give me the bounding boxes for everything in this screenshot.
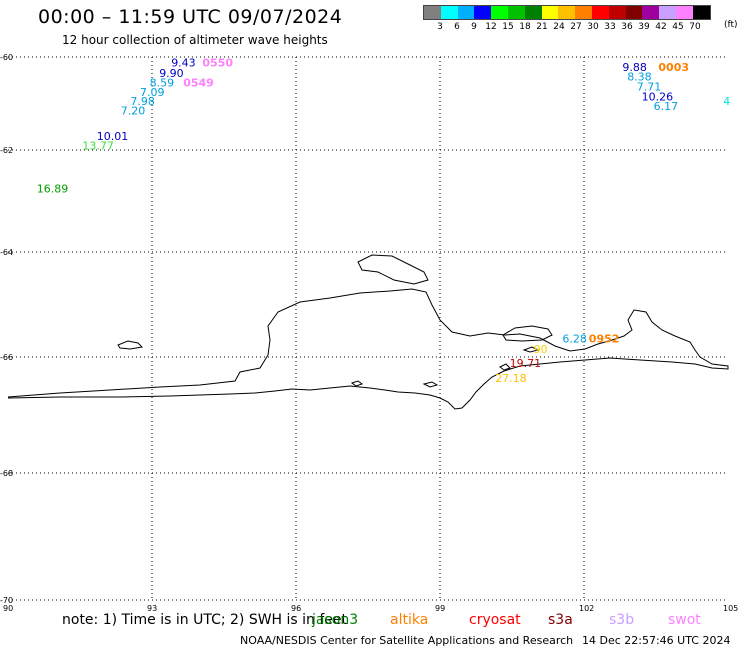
legend-swatches <box>423 5 711 20</box>
legend-swatch <box>608 6 626 19</box>
wave-height-label: 90 <box>534 343 548 356</box>
island-small-1 <box>350 380 364 387</box>
legend-tick: 33 <box>604 22 616 32</box>
wave-height-label: 10.01 <box>97 130 129 143</box>
wave-height-label: 9.90 <box>159 67 184 80</box>
wave-height-label: 13.77 <box>82 139 114 152</box>
mission-name: s3a <box>548 612 573 628</box>
pass-time-label: 0550 <box>202 57 233 70</box>
island-small-3 <box>522 346 540 353</box>
legend-swatch <box>507 6 525 19</box>
pass-time-label: 0549 <box>183 77 214 90</box>
lon-label: 90 <box>3 604 13 613</box>
legend-swatch <box>457 6 475 19</box>
pass-time-label: 0003 <box>658 61 689 74</box>
island-small-2 <box>422 381 439 388</box>
legend-tick: 36 <box>621 22 633 32</box>
legend-swatch <box>642 6 660 19</box>
lon-label: 102 <box>579 604 594 613</box>
legend-swatch <box>440 6 458 19</box>
legend-tick: 12 <box>485 22 497 32</box>
wave-height-label: 6.17 <box>654 100 679 113</box>
island-east-oval <box>502 325 553 342</box>
legend-tick: 15 <box>502 22 514 32</box>
page-title: 00:00 – 11:59 UTC 09/07/2024 <box>38 6 343 28</box>
legend-swatch <box>558 6 576 19</box>
wave-height-label: 7.09 <box>140 86 165 99</box>
legend-tick: 39 <box>638 22 650 32</box>
mission-name: swot <box>668 612 701 628</box>
legend-tick: 30 <box>587 22 599 32</box>
legend-tick: 3 <box>437 22 443 32</box>
legend-swatch <box>575 6 592 19</box>
lat-label: -62 <box>0 146 13 155</box>
legend-swatch <box>424 6 441 19</box>
legend-swatch <box>591 6 609 19</box>
coastline <box>7 254 729 410</box>
wave-height-label: 8.59 <box>150 77 175 90</box>
legend-unit: (ft) <box>724 20 738 30</box>
legend-swatch <box>675 6 693 19</box>
mission-name: s3b <box>609 612 635 628</box>
wave-height-label: 16.89 <box>37 182 69 195</box>
lat-label: -60 <box>0 53 13 62</box>
wave-height-label: 19.71 <box>510 357 541 370</box>
legend-tick: 21 <box>536 22 548 32</box>
legend-swatch <box>491 6 508 19</box>
lat-label: -70 <box>0 596 13 605</box>
legend-tick: 9 <box>471 22 477 32</box>
lon-label: 93 <box>147 604 157 613</box>
legend-swatch <box>692 6 710 19</box>
page-subtitle: 12 hour collection of altimeter wave hei… <box>62 33 328 47</box>
legend-swatch <box>524 6 542 19</box>
island-north <box>357 254 429 285</box>
wave-height-label: 27.18 <box>495 372 527 385</box>
lon-label: 105 <box>723 604 738 613</box>
wave-height-label: 8.38 <box>627 71 652 84</box>
wave-height-label: 7.20 <box>121 104 146 117</box>
legend-tick: 42 <box>655 22 667 32</box>
legend-tick: 45 <box>672 22 684 32</box>
graticule <box>8 56 728 601</box>
wave-height-label: 6.28 <box>562 333 587 346</box>
legend-tick: 18 <box>519 22 531 32</box>
mission-name: cryosat <box>469 612 521 628</box>
legend-swatch <box>625 6 643 19</box>
lat-label: -64 <box>0 248 13 257</box>
legend-ticks: 3 6 9 12 15 18 21 24 27 30 33 36 39 42 45 70 <box>423 22 711 36</box>
island-small-4 <box>499 363 511 371</box>
legend-swatch <box>541 6 559 19</box>
wave-height-label: 10.26 <box>642 91 674 104</box>
legend-tick: 70 <box>689 22 701 32</box>
wave-height-label: 4 <box>723 95 730 108</box>
lon-label: 99 <box>435 604 445 613</box>
footer-note: note: 1) Time is in UTC; 2) SWH is in fe… <box>62 612 348 628</box>
mission-name: altika <box>390 612 429 628</box>
coastline-main <box>7 288 729 410</box>
legend-tick: 27 <box>570 22 582 32</box>
lat-label: -68 <box>0 469 13 478</box>
wave-height-label: 7.71 <box>637 80 662 93</box>
lon-label: 96 <box>291 604 301 613</box>
island-left <box>117 340 144 350</box>
wave-height-label: 9.88 <box>622 61 647 74</box>
wave-height-label: 7.98 <box>130 95 155 108</box>
wave-height-label: 9.43 <box>171 57 196 70</box>
color-legend: 3 6 9 12 15 18 21 24 27 30 33 36 39 42 45 70 (ft) <box>423 5 738 36</box>
wave-height-labels: 9.43 0550 9.908.59 0549 7.097.987.20 10.0113.… <box>37 57 730 385</box>
legend-swatch <box>474 6 492 19</box>
legend-tick: 24 <box>553 22 565 32</box>
legend-tick: 6 <box>454 22 460 32</box>
footer-credit: NOAA/NESDIS Center for Satellite Applica… <box>240 634 574 647</box>
legend-swatch <box>659 6 676 19</box>
pass-time-label: 0952 <box>589 333 620 346</box>
lat-label: -66 <box>0 353 13 362</box>
footer-timestamp: 14 Dec 22:57:46 UTC 2024 <box>582 634 731 647</box>
mission-name: jason3 <box>312 612 359 628</box>
